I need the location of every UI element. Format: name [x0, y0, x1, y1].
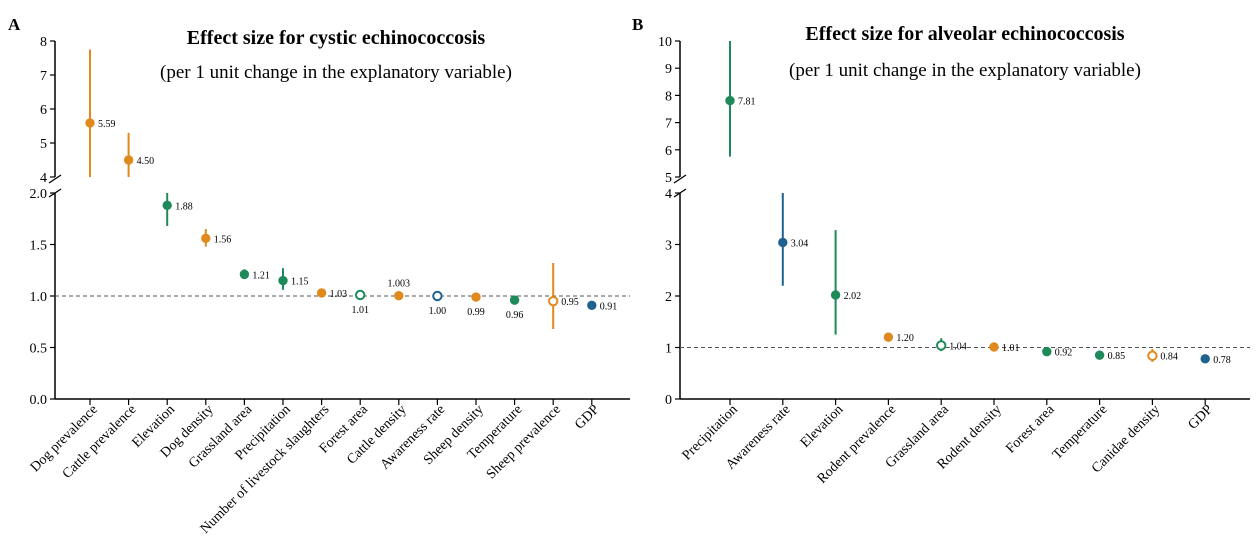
x-axis-category-label: Elevation	[798, 402, 847, 451]
y-tick-label: 8	[665, 89, 672, 104]
y-tick-label: 0	[665, 393, 672, 408]
y-tick-label: 7	[665, 117, 672, 132]
data-label: 4.50	[137, 156, 155, 167]
data-label: 0.96	[506, 310, 524, 321]
data-point	[471, 292, 481, 302]
y-tick-label: 5	[665, 171, 672, 186]
data-label: 5.59	[98, 119, 116, 130]
data-label: 3.04	[791, 238, 809, 249]
data-label: 0.91	[600, 301, 618, 312]
data-label: 0.92	[1055, 348, 1073, 359]
data-point	[123, 155, 134, 165]
data-label: 0.84	[1160, 352, 1178, 363]
data-label: 0.99	[467, 307, 485, 318]
y-tick-label: 1	[665, 342, 672, 357]
data-point	[394, 290, 404, 301]
data-label: 1.01	[351, 305, 369, 316]
data-point	[509, 295, 520, 305]
panel-b-data-points: 7.81 3.04 2.02 1.20 1.04 1.01 0.92 0.85 0.84 0.78	[725, 41, 1231, 366]
x-axis-category-label: Cattle prevalence	[60, 402, 140, 482]
data-point	[778, 237, 788, 248]
panel-a-subtitle: (per 1 unit change in the explanatory va…	[160, 62, 512, 83]
x-axis-category-label: GDP	[1186, 402, 1217, 433]
y-tick-label: 6	[665, 144, 672, 159]
data-point	[201, 233, 211, 244]
data-label: 2.02	[844, 291, 862, 302]
panel-b: B Effect size for alveolar echinococcosi…	[632, 15, 1250, 487]
data-label: 0.85	[1108, 351, 1126, 362]
panel-b-subtitle: (per 1 unit change in the explanatory va…	[789, 60, 1141, 81]
data-label: 1.21	[252, 270, 270, 281]
panel-a-y-axis-lower: 0.0 0.5 1.0 1.5 2.0	[30, 187, 55, 408]
data-point	[162, 200, 172, 211]
data-point	[239, 269, 250, 280]
data-point	[548, 295, 559, 307]
y-tick-label: 3	[665, 239, 672, 254]
panel-b-axes	[673, 41, 1250, 405]
y-tick-label: 4	[40, 171, 47, 186]
x-axis-category-label: Forest area	[1003, 402, 1058, 457]
data-point	[830, 290, 841, 300]
panel-a-title: Effect size for cystic echinococcosis	[187, 27, 486, 49]
axis-break-mark-lower	[673, 188, 687, 198]
data-point	[1094, 350, 1105, 360]
panel-b-y-axis-upper: 5 6 7 8 9 10	[658, 35, 680, 186]
data-label: 1.03	[330, 289, 348, 300]
y-tick-label: 10	[658, 35, 672, 50]
data-label: 1.003	[388, 279, 411, 290]
data-point	[989, 342, 999, 352]
y-tick-label: 0.5	[30, 342, 48, 357]
x-axis-category-label: GDP	[572, 402, 603, 433]
data-point	[432, 290, 443, 302]
data-label: 0.78	[1213, 355, 1231, 366]
y-tick-label: 1.0	[30, 290, 48, 305]
panel-b-y-axis-lower: 0 1 2 3 4	[665, 187, 680, 408]
x-axis-category-label: Dog prevalence	[28, 402, 101, 475]
panel-b-label: B	[632, 15, 643, 34]
axis-break-mark-upper	[48, 174, 62, 184]
data-point	[316, 288, 327, 298]
axis-break-mark-upper	[673, 174, 687, 184]
data-label: 1.88	[175, 201, 193, 212]
y-tick-label: 2	[665, 290, 672, 305]
data-label: 1.01	[1002, 343, 1020, 354]
panel-a-data-points: 5.59 4.50 1.88 1.56 1.21 1.15 1.031.01 1.003 1.0…	[85, 49, 618, 329]
data-point	[278, 275, 288, 286]
y-tick-label: 5	[40, 137, 47, 152]
y-tick-label: 6	[40, 103, 47, 118]
y-tick-label: 7	[40, 69, 47, 84]
data-point	[725, 95, 735, 106]
panel-a-label: A	[8, 15, 21, 34]
data-label: 1.15	[291, 277, 309, 288]
data-point	[1042, 346, 1052, 357]
y-tick-label: 1.5	[30, 239, 48, 254]
data-point	[587, 300, 597, 310]
data-label: 1.56	[214, 234, 232, 245]
data-point	[355, 289, 366, 301]
panel-a-y-axis-upper: 4 5 6 7 8	[40, 35, 55, 186]
data-point	[1147, 350, 1158, 361]
y-tick-label: 4	[665, 187, 672, 202]
y-tick-label: 9	[665, 62, 672, 77]
data-point	[1200, 354, 1210, 364]
data-label: 7.81	[738, 97, 756, 108]
panel-a: A Effect size for cystic echinococcosis …	[8, 15, 630, 537]
y-tick-label: 0.0	[30, 393, 48, 408]
data-label: 1.04	[949, 341, 967, 352]
data-label: 0.95	[561, 297, 579, 308]
axis-break-mark-lower	[48, 188, 62, 198]
panel-b-title: Effect size for alveolar echinococcosis	[805, 23, 1124, 45]
y-tick-label: 2.0	[30, 187, 48, 202]
y-tick-label: 8	[40, 35, 47, 50]
data-point	[883, 332, 894, 342]
data-point	[85, 118, 95, 128]
panel-a-axes	[48, 41, 630, 405]
data-label: 1.00	[429, 306, 447, 317]
data-label: 1.20	[896, 333, 914, 344]
data-point	[936, 340, 947, 351]
